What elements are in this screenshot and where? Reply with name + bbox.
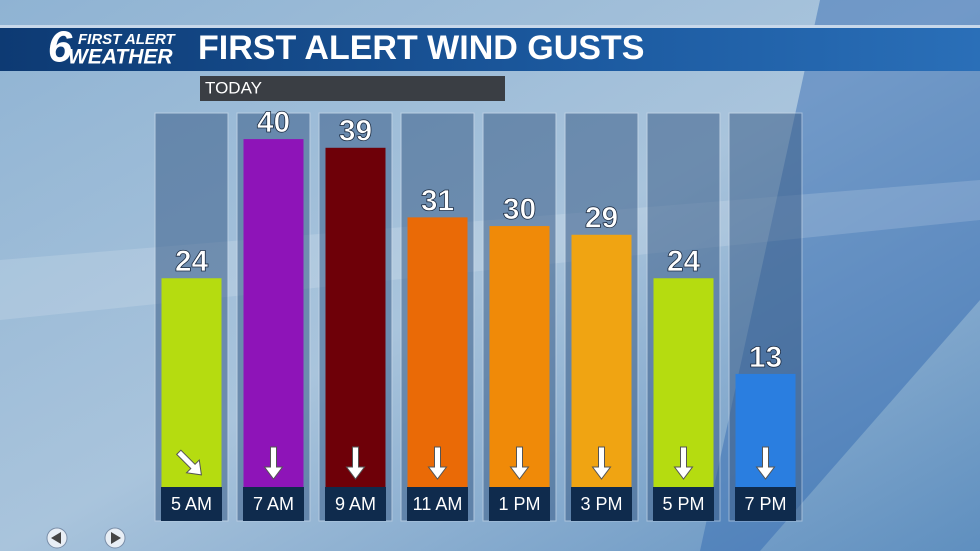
nav-next[interactable] (104, 527, 126, 549)
value-label: 40 (257, 106, 290, 139)
wind-arrow (755, 446, 776, 480)
arrow-shape (175, 449, 202, 476)
wind-arrow (263, 446, 284, 480)
x-tick-label: 3 PM (580, 494, 622, 514)
wind-arrow (427, 446, 448, 480)
value-label: 13 (749, 341, 782, 374)
wind-arrow (509, 446, 530, 480)
time-box (243, 487, 304, 521)
header-bar (0, 28, 980, 71)
arrow-shape (263, 446, 284, 480)
time-box (407, 487, 468, 521)
chart-title: FIRST ALERT WIND GUSTS (198, 29, 644, 67)
value-label: 39 (339, 115, 372, 148)
chart-subtitle: TODAY (205, 78, 262, 97)
arrow-shape (509, 446, 530, 480)
time-box (735, 487, 796, 521)
x-tick-label: 5 AM (171, 494, 212, 514)
x-tick-label: 5 PM (662, 494, 704, 514)
bar (161, 278, 222, 487)
time-box (571, 487, 632, 521)
wind-arrow (591, 446, 612, 480)
header-edge (0, 25, 980, 28)
x-tick-label: 1 PM (498, 494, 540, 514)
wind-arrow (345, 446, 366, 480)
value-label: 31 (421, 184, 454, 217)
arrow-shape (755, 446, 776, 480)
arrow-shape (591, 446, 612, 480)
bar (243, 139, 304, 487)
value-label: 30 (503, 193, 536, 226)
nav-prev[interactable] (46, 527, 68, 549)
logo-top: FIRST ALERT (78, 31, 177, 48)
time-box (325, 487, 386, 521)
time-box (489, 487, 550, 521)
bar (325, 147, 386, 487)
arrow-shape (673, 446, 694, 480)
x-tick-label: 11 AM (413, 494, 463, 514)
value-label: 24 (175, 245, 209, 278)
x-tick-label: 9 AM (335, 494, 376, 514)
x-tick-label: 7 AM (253, 494, 294, 514)
subtitle-bar (200, 76, 505, 101)
value-label: 24 (667, 245, 701, 278)
value-label: 29 (585, 202, 618, 235)
logo-bottom: WEATHER (68, 46, 173, 69)
x-tick-label: 7 PM (744, 494, 786, 514)
time-box (161, 487, 222, 521)
arrow-shape (345, 446, 366, 480)
logo-number: 6 (48, 23, 73, 72)
arrow-shape (427, 446, 448, 480)
wind-arrow (175, 449, 202, 476)
time-box (653, 487, 714, 521)
bar (489, 226, 550, 487)
bar (407, 217, 468, 488)
bar (571, 234, 632, 487)
wind-arrow (673, 446, 694, 480)
